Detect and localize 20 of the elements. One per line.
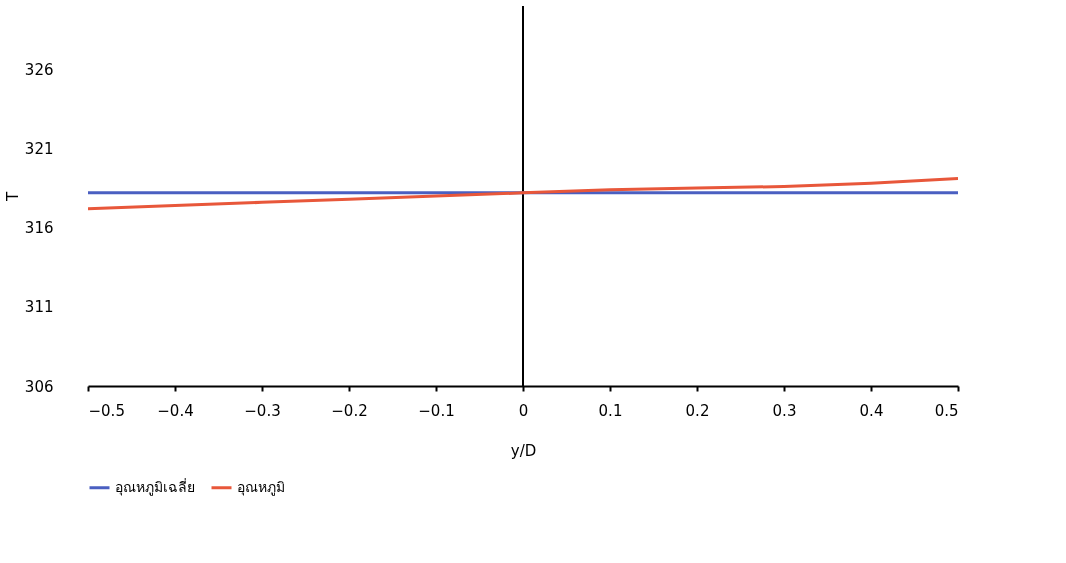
y-tick-label: 326 xyxy=(24,60,54,79)
y-tick-label: 306 xyxy=(24,377,54,396)
y-tick-label: 316 xyxy=(24,219,54,238)
x-tick-label: −0.5 xyxy=(88,401,125,420)
x-tick-label: 0.4 xyxy=(859,401,884,420)
legend-label: อุณหภูมิเฉลี่ย xyxy=(115,477,195,496)
x-tick-label: 0.5 xyxy=(934,401,959,420)
y-tick-label: 311 xyxy=(24,298,54,317)
x-tick-label: 0.2 xyxy=(685,401,710,420)
x-tick-label: 0.1 xyxy=(598,401,623,420)
legend-label: อุณหภูมิ xyxy=(237,478,285,496)
x-tick-label: −0.3 xyxy=(244,401,281,420)
y-axis-title: T xyxy=(3,191,22,203)
x-tick-label: −0.4 xyxy=(157,401,194,420)
x-tick-label: 0 xyxy=(518,401,529,420)
x-tick-label: −0.2 xyxy=(331,401,368,420)
x-axis-title: y/D xyxy=(510,441,537,460)
y-tick-label: 321 xyxy=(24,140,54,158)
x-tick-label: −0.1 xyxy=(418,401,455,420)
x-tick-label: 0.3 xyxy=(772,401,797,420)
